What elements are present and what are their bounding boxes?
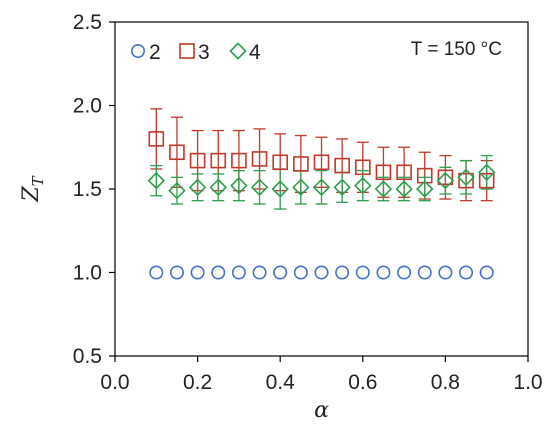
data-point-series-2: [252, 265, 267, 280]
x-tick-label: 0.4: [266, 371, 296, 394]
y-axis-label-main: Z: [19, 186, 44, 203]
x-tick-label: 0.2: [183, 371, 212, 394]
data-point-series-3: [169, 144, 185, 161]
data-point-series-4: [188, 178, 207, 197]
data-point-series-3: [478, 172, 495, 189]
legend: 2 3 4: [131, 41, 261, 64]
data-point-series-4: [230, 176, 248, 195]
data-point-series-4: [168, 181, 186, 200]
x-axis-label: α: [314, 398, 329, 423]
data-point-series-3: [354, 159, 371, 176]
data-point-series-3: [272, 154, 289, 171]
legend-label-series-2: 2: [149, 41, 161, 64]
data-point-series-4: [416, 180, 434, 198]
data-point-series-2: [273, 265, 288, 280]
data-point-series-4: [374, 180, 393, 198]
data-point-series-2: [438, 265, 453, 280]
legend-label-series-3: 3: [198, 41, 210, 64]
data-point-series-4: [292, 178, 310, 197]
data-point-series-2: [293, 265, 308, 280]
data-point-series-3: [396, 164, 412, 181]
legend-marker-series-3: [179, 43, 195, 59]
data-point-series-4: [457, 168, 475, 187]
data-point-series-2: [417, 265, 432, 280]
data-point-series-2: [355, 265, 370, 280]
temperature-annotation: T = 150 °C: [411, 39, 502, 60]
data-point-series-3: [210, 152, 227, 169]
y-axis-label-sub: T: [29, 175, 47, 186]
x-tick-label: 0.0: [100, 371, 129, 394]
data-point-series-4: [436, 171, 455, 190]
data-point-series-3: [334, 157, 350, 174]
data-point-series-2: [397, 265, 412, 280]
data-point-series-4: [395, 180, 413, 198]
data-point-series-2: [314, 265, 329, 280]
data-point-series-4: [333, 178, 351, 197]
markers-layer: [147, 131, 496, 280]
data-point-series-4: [209, 178, 227, 197]
ticks-layer: 0.0 0.2 0.4 0.6 0.8 1.0 0.5 1.0 1.5 2.0 2.5: [73, 11, 543, 394]
data-point-series-2: [190, 265, 205, 280]
data-point-series-2: [149, 265, 164, 280]
data-point-series-4: [477, 163, 496, 182]
data-point-series-2: [479, 265, 494, 280]
y-tick-label: 1.5: [73, 178, 102, 201]
x-tick-label: 0.6: [348, 371, 377, 394]
data-point-series-4: [147, 171, 166, 190]
data-point-series-3: [293, 156, 309, 172]
data-point-series-2: [231, 265, 246, 280]
data-point-series-4: [250, 178, 269, 197]
data-point-series-4: [354, 176, 372, 195]
data-point-series-3: [231, 152, 247, 169]
data-point-series-2: [376, 265, 391, 280]
data-point-series-3: [437, 169, 454, 186]
data-point-series-2: [459, 265, 474, 280]
x-tick-label: 0.8: [431, 371, 460, 394]
y-tick-label: 0.5: [73, 345, 102, 368]
data-point-series-3: [375, 164, 392, 181]
legend-marker-series-4: [229, 42, 247, 60]
y-tick-label: 2.5: [73, 11, 102, 34]
legend-label-series-4: 4: [249, 41, 261, 64]
data-point-series-3: [251, 151, 268, 167]
y-tick-label: 1.0: [73, 262, 102, 285]
data-point-series-3: [458, 172, 474, 189]
data-point-series-4: [312, 178, 331, 197]
legend-marker-series-2: [131, 43, 146, 58]
data-point-series-2: [335, 265, 350, 280]
data-point-series-3: [313, 154, 330, 171]
data-point-series-2: [211, 265, 226, 280]
data-point-series-3: [416, 167, 433, 184]
y-tick-label: 2.0: [73, 95, 102, 118]
data-point-series-3: [189, 152, 206, 169]
data-point-series-2: [169, 265, 184, 280]
y-axis-label: ZT: [19, 175, 47, 202]
data-point-series-4: [271, 180, 289, 198]
x-tick-label: 1.0: [513, 371, 542, 394]
data-point-series-3: [148, 131, 165, 147]
